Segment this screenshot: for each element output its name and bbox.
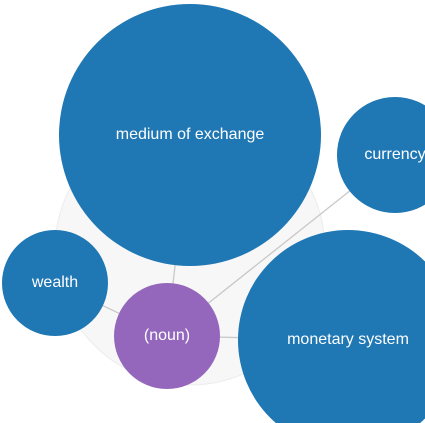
node-medium-of-exchange-label: medium of exchange (116, 126, 265, 143)
node-currency[interactable]: currency (337, 97, 425, 213)
center-node-label: (noun) (144, 327, 190, 344)
node-wealth[interactable]: wealth (2, 230, 108, 336)
node-currency-label: currency (364, 146, 425, 163)
node-medium-of-exchange[interactable]: medium of exchange (59, 4, 321, 266)
node-monetary-system-label: monetary system (287, 331, 409, 348)
node-wealth-label: wealth (31, 274, 78, 291)
center-node[interactable]: (noun) (114, 283, 220, 389)
